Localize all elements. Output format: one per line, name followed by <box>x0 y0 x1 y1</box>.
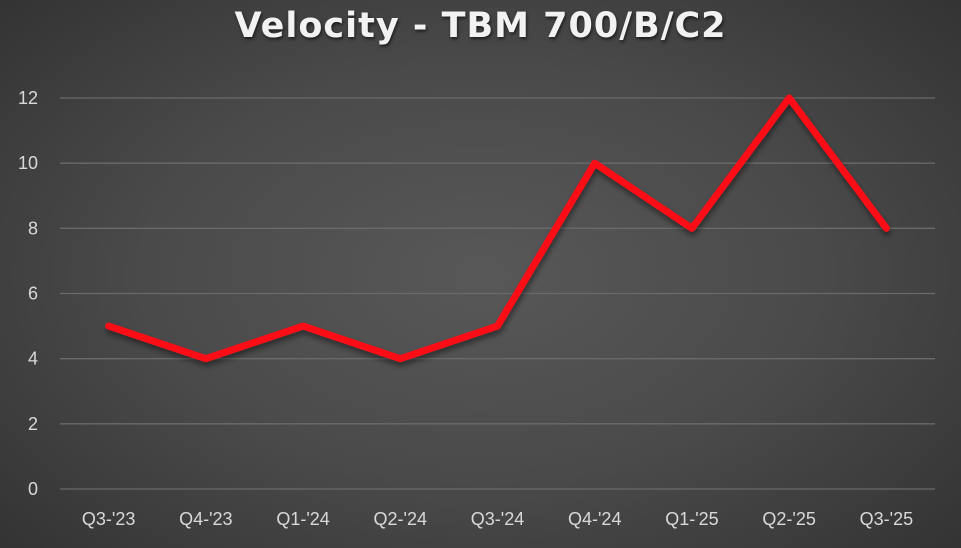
y-tick-label: 8 <box>28 218 38 238</box>
x-tick-label: Q2-'25 <box>762 509 815 529</box>
x-tick-label: Q3-'23 <box>82 509 135 529</box>
x-tick-label: Q3-'25 <box>860 509 913 529</box>
y-tick-label: 10 <box>18 153 38 173</box>
chart-title: Velocity - TBM 700/B/C2 <box>234 6 727 46</box>
x-tick-label: Q4-'23 <box>179 509 232 529</box>
x-tick-label: Q2-'24 <box>374 509 427 529</box>
y-tick-label: 4 <box>28 349 38 369</box>
x-tick-label: Q3-'24 <box>471 509 524 529</box>
x-tick-label: Q1-'24 <box>276 509 329 529</box>
x-axis-tick-labels: Q3-'23 Q4-'23 Q1-'24 Q2-'24 Q3-'24 Q4-'24 Q1-'… <box>82 509 913 529</box>
y-tick-label: 6 <box>28 284 38 304</box>
velocity-series-line <box>105 94 890 363</box>
x-tick-label: Q4-'24 <box>568 509 621 529</box>
y-axis-tick-labels: 0 2 4 6 8 10 12 <box>18 88 38 499</box>
x-tick-label: Q1-'25 <box>665 509 718 529</box>
y-tick-label: 0 <box>28 479 38 499</box>
gridlines <box>60 97 935 490</box>
y-tick-label: 12 <box>18 88 38 108</box>
y-tick-label: 2 <box>28 414 38 434</box>
